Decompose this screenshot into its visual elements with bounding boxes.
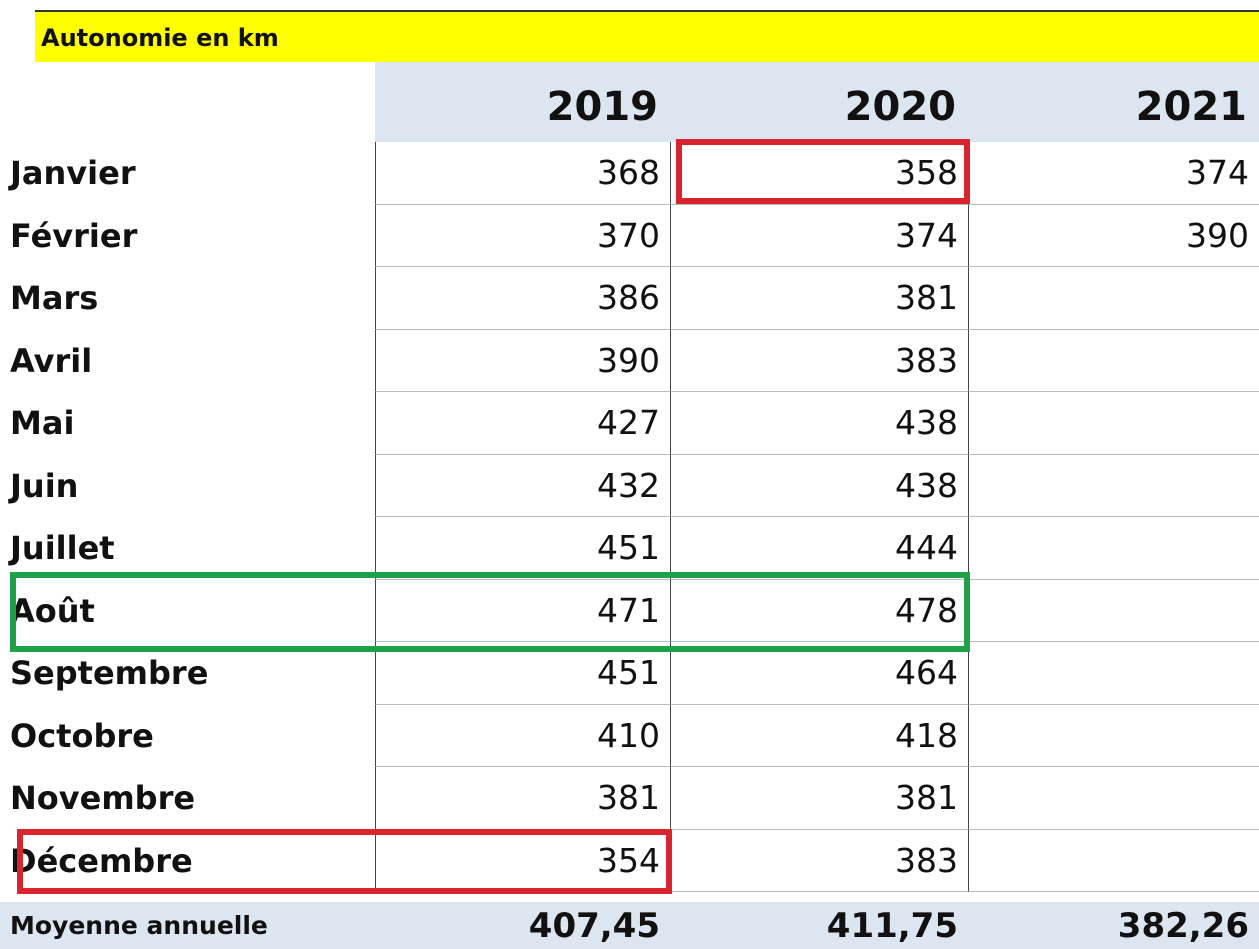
row-label: Mai bbox=[10, 404, 75, 443]
cell: 438 bbox=[670, 392, 968, 455]
cell: 383 bbox=[670, 329, 968, 392]
cell bbox=[968, 829, 1259, 892]
row-label: Juin bbox=[10, 466, 79, 505]
cell bbox=[968, 642, 1259, 705]
cell: 438 bbox=[670, 454, 968, 517]
cell: 381 bbox=[375, 767, 670, 830]
cell: 390 bbox=[968, 204, 1259, 267]
cell: 418 bbox=[670, 704, 968, 767]
cell: 432 bbox=[375, 454, 670, 517]
cell: 451 bbox=[375, 517, 670, 580]
cell: 464 bbox=[670, 642, 968, 705]
column-header: 2021 bbox=[1135, 84, 1247, 130]
cell: 374 bbox=[670, 204, 968, 267]
cell: 383 bbox=[670, 829, 968, 892]
cell bbox=[968, 517, 1259, 580]
cell: 370 bbox=[375, 204, 670, 267]
column-header: 2020 bbox=[844, 84, 956, 130]
row-label: Octobre bbox=[10, 716, 154, 755]
cell: 381 bbox=[670, 267, 968, 330]
row-label: Août bbox=[10, 591, 95, 630]
cell: 386 bbox=[375, 267, 670, 330]
cell bbox=[968, 579, 1259, 642]
cell: 368 bbox=[375, 142, 670, 205]
row-label: Septembre bbox=[10, 654, 209, 693]
row-label: Avril bbox=[10, 341, 93, 380]
footer-value: 407,45 bbox=[528, 905, 660, 946]
row-label: Janvier bbox=[10, 154, 136, 193]
column-header: 2019 bbox=[546, 84, 658, 130]
cell: 478 bbox=[670, 579, 968, 642]
footer-value: 411,75 bbox=[826, 905, 958, 946]
cell: 471 bbox=[375, 579, 670, 642]
header-background bbox=[375, 62, 1259, 142]
cell bbox=[968, 392, 1259, 455]
cell bbox=[968, 329, 1259, 392]
cell: 390 bbox=[375, 329, 670, 392]
cell: 451 bbox=[375, 642, 670, 705]
highlight-box bbox=[676, 139, 970, 204]
footer-label: Moyenne annuelle bbox=[10, 911, 268, 940]
row-label: Décembre bbox=[10, 841, 193, 880]
cell: 444 bbox=[670, 517, 968, 580]
highlight-box bbox=[17, 829, 672, 894]
highlight-box bbox=[10, 572, 970, 652]
row-label: Juillet bbox=[10, 529, 115, 568]
cell bbox=[968, 454, 1259, 517]
row-label: Mars bbox=[10, 279, 99, 318]
cell bbox=[968, 767, 1259, 830]
cell bbox=[968, 267, 1259, 330]
cell: 358 bbox=[670, 142, 968, 205]
footer-value: 382,26 bbox=[1117, 905, 1249, 946]
cell: 410 bbox=[375, 704, 670, 767]
cell: 374 bbox=[968, 142, 1259, 205]
cell: 427 bbox=[375, 392, 670, 455]
cell: 381 bbox=[670, 767, 968, 830]
footer-background bbox=[0, 902, 1259, 949]
sheet-title: Autonomie en km bbox=[35, 10, 1259, 62]
cell bbox=[968, 704, 1259, 767]
row-label: Novembre bbox=[10, 779, 196, 818]
row-label: Février bbox=[10, 216, 138, 255]
